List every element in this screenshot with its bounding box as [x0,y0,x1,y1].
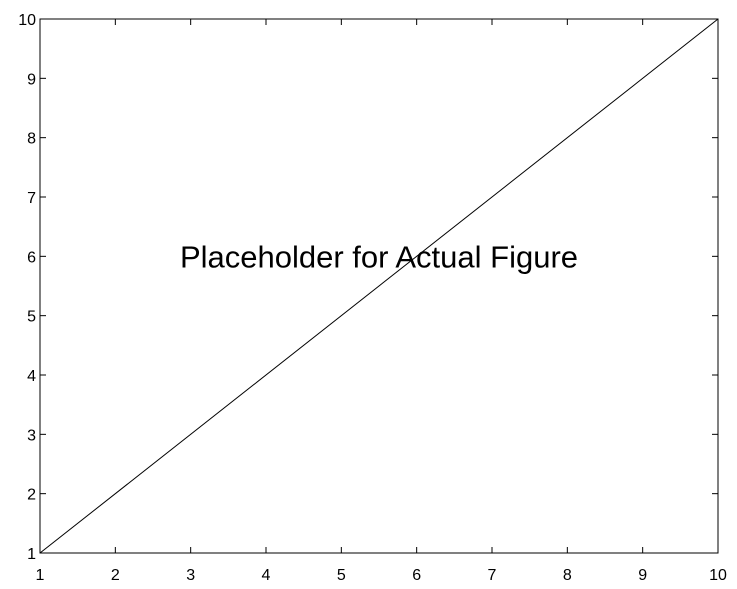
x-tick-label: 7 [488,567,497,584]
x-tick-label: 2 [111,567,120,584]
series-layer [39,18,719,554]
x-tick-label: 1 [36,567,45,584]
x-tick-label: 5 [337,567,346,584]
x-tick-label: 10 [709,567,727,584]
x-tick-label: 3 [186,567,195,584]
y-tick-label: 7 [27,190,36,207]
x-tick-label: 6 [412,567,421,584]
y-tick-label: 5 [27,309,36,326]
annotation-layer: Placeholder for Actual Figure [180,239,578,274]
axes-box [39,18,719,554]
y-tick-label: 10 [18,12,36,29]
y-tick-label: 3 [27,427,36,444]
x-tick-labels: 1 2 3 4 5 6 7 8 9 10 [36,567,727,584]
y-tick-label: 2 [27,487,36,504]
y-tick-label: 9 [27,71,36,88]
y-tick-label: 6 [27,249,36,266]
y-tick-label: 1 [27,546,36,563]
y-tick-label: 8 [27,131,36,148]
y-tick-label: 4 [27,368,36,385]
placeholder-annotation: Placeholder for Actual Figure [180,239,578,274]
series-line-1 [39,18,719,554]
x-tick-label: 9 [638,567,647,584]
x-tick-label: 8 [563,567,572,584]
x-tick-label: 4 [262,567,271,584]
y-tick-labels: 1 2 3 4 5 6 7 8 9 10 [18,12,36,563]
